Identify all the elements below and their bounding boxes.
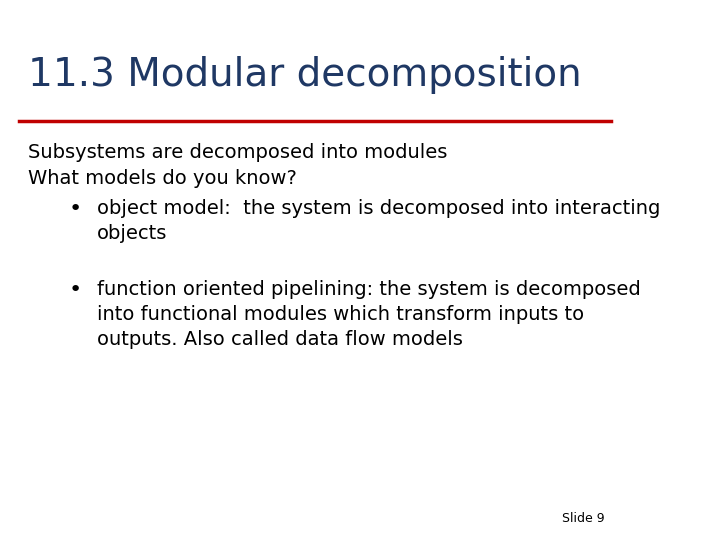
Text: What models do you know?: What models do you know? [28,169,297,188]
Text: function oriented pipelining: the system is decomposed
into functional modules w: function oriented pipelining: the system… [97,280,640,349]
Text: Slide 9: Slide 9 [562,512,604,525]
Text: 11.3 Modular decomposition: 11.3 Modular decomposition [28,56,581,95]
Text: Subsystems are decomposed into modules: Subsystems are decomposed into modules [28,143,447,161]
Text: •: • [69,280,82,300]
Text: object model:  the system is decomposed into interacting
objects: object model: the system is decomposed i… [97,199,660,243]
Text: •: • [69,199,82,219]
